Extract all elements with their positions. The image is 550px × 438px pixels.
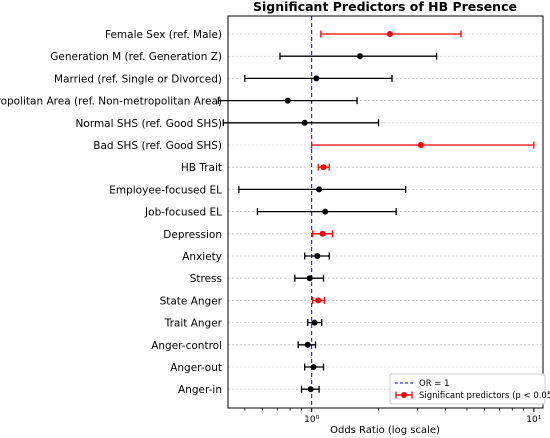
errorbar-row [297,341,317,349]
errorbar-row [320,30,462,38]
category-label: Stress [190,273,222,285]
legend-label-reference: OR = 1 [419,379,450,389]
odds-ratio-point [319,230,326,237]
odds-ratio-point [314,253,321,259]
odds-ratio-point [284,97,291,104]
odds-ratio-point [307,386,314,393]
category-label: HB Trait [181,162,222,174]
plot-area-frame [227,15,544,409]
data-marks-layer [217,30,535,393]
odds-ratio-point [310,364,317,370]
category-label: Depression [163,229,222,241]
odds-ratio-point [315,297,322,304]
category-label: Generation M (ref. Generation Z) [50,51,222,63]
category-label: Female Sex (ref. Male) [105,29,222,41]
errorbar-row [244,74,393,82]
errorbar-row [311,230,334,238]
x-tick-label: 10⁰ [304,415,319,425]
odds-ratio-point [311,319,318,326]
category-label: Anger-control [151,340,222,352]
category-labels-layer: Female Sex (ref. Male) Generation M (ref.… [0,29,223,396]
chart-title: Significant Predictors of HB Presence [253,0,517,14]
x-tick-label: 10¹ [526,415,541,425]
errorbar-row [222,119,380,127]
x-axis-ticks: 10⁰ 10¹ [244,408,542,425]
category-label: Anxiety [182,251,222,263]
odds-ratio-point [306,275,313,282]
errorbar-row [307,319,323,327]
errorbar-row [304,252,330,260]
category-label: Bad SHS (ref. Good SHS) [93,140,222,152]
odds-ratio-point [313,75,320,82]
errorbar-row [279,52,438,60]
category-label: Normal SHS (ref. Good SHS) [76,118,222,130]
odds-ratio-point [386,31,393,37]
odds-ratio-point [316,186,323,193]
category-label: Job-focused EL [144,207,222,219]
legend-errorbar-swatch [395,391,413,399]
errorbar-row [294,274,325,282]
category-label: Trait Anger [164,318,223,330]
odds-ratio-point [356,53,363,60]
errorbar-row [317,163,330,171]
x-axis-label: Odds Ratio (log scale) [330,425,440,436]
category-label: Anger-in [178,384,222,396]
category-label: Employee-focused EL [109,184,222,196]
errorbar-row [217,97,358,105]
legend-box [389,373,546,405]
odds-ratio-point [304,341,311,348]
errorbar-row [256,208,397,216]
legend-label-significant: Significant predictors (p < 0.05) [419,391,550,401]
errorbar-row [304,363,325,371]
errorbar-row [300,385,320,393]
errorbar-row [238,185,407,193]
odds-ratio-point [320,164,327,171]
category-label: Married (ref. Single or Divorced) [54,73,222,85]
errorbar-row [311,296,325,304]
category-label: State Anger [160,295,223,307]
odds-ratio-point [417,142,424,148]
legend: OR = 1 Significant predictors (p < 0.05) [389,373,550,405]
odds-ratio-point [301,119,308,126]
odds-ratio-point [322,208,329,215]
category-label: Anger-out [170,362,222,374]
errorbar-row [311,141,535,149]
category-label: Metropolitan Area (ref. Non-metropolitan… [0,96,222,108]
